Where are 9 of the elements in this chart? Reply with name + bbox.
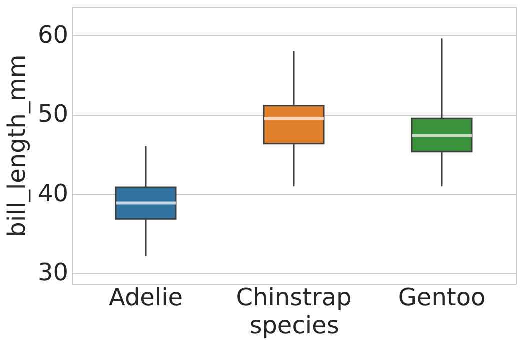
x-tick-label: Chinstrap (236, 284, 352, 312)
y-tick-label: 30 (38, 258, 68, 286)
y-tick-label: 50 (38, 100, 68, 128)
x-axis-title: species (250, 312, 340, 340)
y-tick-label: 40 (38, 179, 68, 208)
x-tick-label: Adelie (108, 284, 184, 312)
y-tick-label: 60 (38, 20, 68, 49)
x-tick-label: Gentoo (398, 284, 486, 312)
y-axis-title: bill_length_mm (2, 54, 31, 238)
